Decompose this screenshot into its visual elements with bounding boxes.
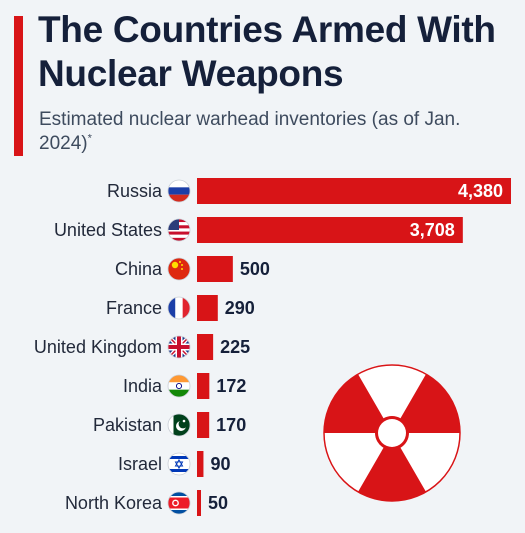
category-label: Russia [107, 181, 163, 201]
usa-flag-icon [167, 218, 191, 242]
category-label: Pakistan [93, 415, 162, 435]
uk-flag-icon [167, 335, 191, 359]
russia-flag-icon [167, 179, 191, 203]
category-label: China [115, 259, 163, 279]
pakistan-flag-icon [167, 413, 191, 437]
chart-title: The Countries Armed With Nuclear Weapons [38, 9, 496, 94]
israel-flag-icon [167, 452, 191, 476]
value-label: 50 [208, 493, 228, 513]
bar [197, 334, 214, 360]
bar [197, 412, 210, 438]
value-label: 3,708 [410, 220, 455, 240]
category-label: United States [54, 220, 162, 240]
chart-subtitle: Estimated nuclear warhead inventories (a… [39, 108, 499, 156]
footnote-mark: * [87, 132, 92, 145]
value-label: 4,380 [458, 181, 503, 201]
bar [197, 373, 210, 399]
category-label: United Kingdom [34, 337, 162, 357]
bar [197, 451, 204, 477]
value-label: 500 [240, 259, 270, 279]
category-label: France [106, 298, 162, 318]
value-label: 90 [210, 454, 230, 474]
france-flag-icon [167, 296, 191, 320]
category-label: India [123, 376, 163, 396]
subtitle-text: Estimated nuclear warhead inventories (a… [39, 109, 461, 154]
bar [197, 256, 233, 282]
value-label: 170 [216, 415, 246, 435]
value-label: 172 [216, 376, 246, 396]
radiation-trefoil-icon [323, 363, 461, 502]
category-label: North Korea [65, 493, 163, 513]
category-label: Israel [118, 454, 162, 474]
china-flag-icon [167, 257, 191, 281]
india-flag-icon [167, 374, 191, 398]
bar [197, 490, 201, 516]
bar [197, 178, 511, 204]
north-korea-flag-icon [167, 491, 191, 515]
value-label: 225 [220, 337, 250, 357]
bar [197, 217, 463, 243]
bar [197, 295, 218, 321]
accent-bar [14, 16, 23, 156]
value-label: 290 [225, 298, 255, 318]
